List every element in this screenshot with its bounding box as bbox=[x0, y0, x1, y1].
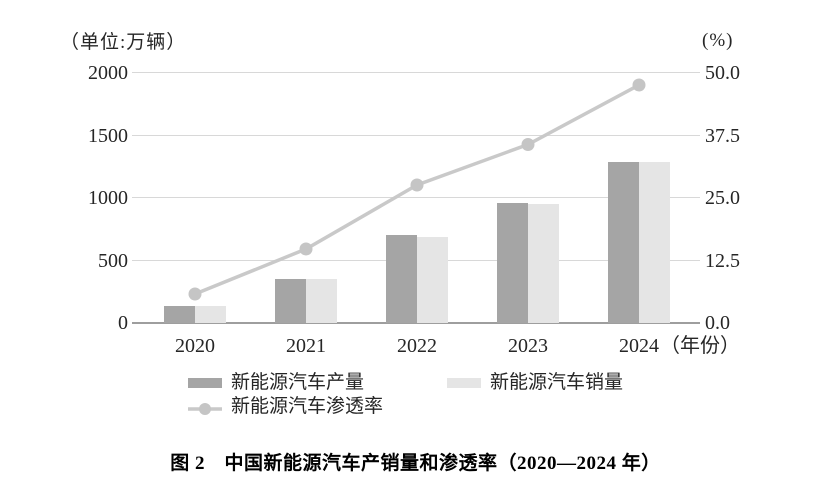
penetration-marker-2023 bbox=[521, 138, 535, 151]
legend-label-sales: 新能源汽车销量 bbox=[490, 372, 624, 393]
right-axis-tick-label: 0.0 bbox=[705, 312, 730, 334]
legend-label-production: 新能源汽车产量 bbox=[231, 372, 365, 393]
legend-label-penetration: 新能源汽车渗透率 bbox=[231, 396, 384, 417]
bar-sales-2020 bbox=[195, 305, 226, 323]
legend-item-production: 新能源汽车产量 bbox=[188, 372, 364, 394]
x-axis-tick-label-2023: 2023 bbox=[508, 335, 548, 357]
gridline bbox=[132, 72, 700, 73]
x-axis-line bbox=[132, 322, 700, 324]
right-axis-tick-label: 25.0 bbox=[705, 187, 740, 209]
right-axis-tick-label: 37.5 bbox=[705, 124, 740, 147]
right-axis-unit-label: (%) bbox=[702, 30, 734, 51]
bar-sales-2023 bbox=[528, 204, 559, 323]
bar-production-2021 bbox=[275, 278, 306, 323]
left-axis-unit-label: （单位:万辆） bbox=[60, 32, 187, 53]
bar-production-2024 bbox=[608, 161, 639, 323]
penetration-swatch-svg bbox=[188, 403, 222, 415]
bar-production-2023 bbox=[497, 203, 528, 323]
left-axis-tick-label: 2000 bbox=[88, 62, 128, 84]
penetration-marker-2022 bbox=[410, 178, 424, 192]
legend-item-sales: 新能源汽车销量 bbox=[447, 372, 623, 394]
x-axis-tick-label-2020: 2020 bbox=[175, 335, 215, 357]
left-axis-tick-label: 0 bbox=[118, 312, 128, 334]
penetration-marker-2024 bbox=[632, 78, 646, 92]
x-axis-tick-label-2024: 2024 bbox=[619, 335, 659, 357]
bar-production-2020 bbox=[164, 305, 195, 323]
left-axis-tick-label: 1500 bbox=[88, 124, 128, 147]
left-axis-tick-label: 500 bbox=[98, 249, 128, 272]
bar-sales-2024 bbox=[639, 162, 670, 323]
bar-production-2022 bbox=[386, 234, 417, 323]
bar-sales-2022 bbox=[417, 236, 448, 323]
penetration-line-layer bbox=[188, 78, 646, 301]
sales-swatch-icon bbox=[447, 378, 481, 388]
gridline bbox=[132, 197, 700, 198]
legend-item-penetration: 新能源汽车渗透率 bbox=[188, 396, 383, 418]
penetration-marker-2021 bbox=[299, 242, 313, 256]
production-swatch-icon bbox=[188, 378, 222, 388]
gridline bbox=[132, 134, 700, 136]
x-axis-unit-label: （年份） bbox=[660, 335, 740, 357]
figure-caption: 图 2 中国新能源汽车产销量和渗透率（2020—2024 年） bbox=[170, 453, 661, 474]
bar-sales-2021 bbox=[306, 278, 337, 323]
left-axis-tick-label: 1000 bbox=[88, 187, 128, 209]
right-axis-tick-label: 50.0 bbox=[705, 62, 740, 84]
right-axis-tick-label: 12.5 bbox=[705, 249, 740, 272]
penetration-line-marker-icon bbox=[188, 400, 222, 415]
penetration-marker-2020 bbox=[188, 287, 202, 301]
x-axis-tick-label-2021: 2021 bbox=[286, 335, 326, 357]
x-axis-tick-label-2022: 2022 bbox=[397, 335, 437, 357]
